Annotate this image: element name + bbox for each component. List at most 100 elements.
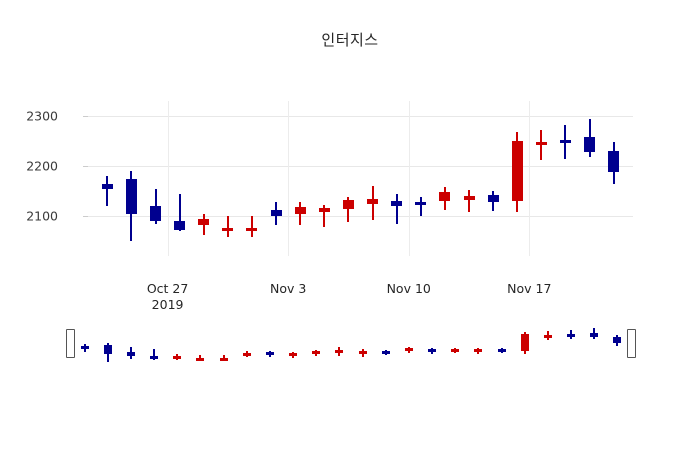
overview-candle-body bbox=[590, 333, 599, 338]
candlestick[interactable] bbox=[198, 101, 210, 256]
overview-candle-body bbox=[80, 346, 89, 350]
overview-candle-body bbox=[428, 349, 437, 353]
candlestick[interactable] bbox=[487, 101, 499, 256]
overview-candle-body bbox=[335, 350, 344, 354]
candlestick[interactable] bbox=[391, 101, 403, 256]
gridline-vertical bbox=[167, 101, 169, 256]
overview-candle-body bbox=[567, 334, 576, 338]
candle-wick bbox=[299, 202, 302, 225]
candlestick[interactable] bbox=[608, 101, 620, 256]
overview-candlestick bbox=[335, 325, 344, 365]
gridline-vertical bbox=[408, 101, 410, 256]
x-tick-date: Nov 17 bbox=[507, 281, 552, 296]
candle-body bbox=[584, 137, 596, 152]
candle-wick bbox=[347, 197, 350, 222]
range-slider-handle-right[interactable] bbox=[627, 329, 636, 358]
candlestick[interactable] bbox=[174, 101, 186, 256]
candle-body bbox=[511, 141, 523, 201]
candle-body bbox=[294, 207, 306, 214]
overview-candle-wick bbox=[153, 348, 156, 361]
overview-candlestick bbox=[126, 325, 135, 365]
overview-candlestick bbox=[428, 325, 437, 365]
candlestick[interactable] bbox=[342, 101, 354, 256]
candle-body bbox=[270, 210, 282, 216]
gridline-horizontal bbox=[88, 216, 633, 217]
candle-wick bbox=[323, 205, 326, 227]
candle-body bbox=[150, 206, 162, 221]
candle-body bbox=[608, 151, 620, 172]
candlestick[interactable] bbox=[318, 101, 330, 256]
candle-body bbox=[342, 200, 354, 209]
candlestick[interactable] bbox=[294, 101, 306, 256]
candlestick[interactable] bbox=[150, 101, 162, 256]
gridline-vertical bbox=[529, 101, 531, 256]
overview-candlestick bbox=[474, 325, 483, 365]
candlestick[interactable] bbox=[463, 101, 475, 256]
overview-candlestick bbox=[497, 325, 506, 365]
overview-candlestick bbox=[173, 325, 182, 365]
candle-body bbox=[487, 195, 499, 202]
x-tick-date: Nov 3 bbox=[269, 281, 307, 296]
overview-candlestick bbox=[219, 325, 228, 365]
y-tick-mark bbox=[83, 166, 88, 167]
candle-wick bbox=[106, 176, 109, 206]
overview-candlestick bbox=[242, 325, 251, 365]
candle-body bbox=[198, 218, 210, 225]
overview-candle-wick bbox=[222, 354, 225, 361]
overview-candle-body bbox=[265, 352, 274, 356]
overview-candlestick bbox=[103, 325, 112, 365]
candle-body bbox=[174, 221, 186, 230]
candlestick[interactable] bbox=[535, 101, 547, 256]
candlestick[interactable] bbox=[439, 101, 451, 256]
overview-candle-body bbox=[474, 349, 483, 353]
candlestick[interactable] bbox=[270, 101, 282, 256]
overview-candle-wick bbox=[199, 354, 202, 361]
x-tick-date: Nov 10 bbox=[386, 281, 431, 296]
overview-candlestick bbox=[451, 325, 460, 365]
overview-candle-body bbox=[404, 348, 413, 352]
candle-body bbox=[415, 202, 427, 205]
overview-candlestick bbox=[613, 325, 622, 365]
x-tick-date: Oct 27 bbox=[146, 281, 189, 296]
candlestick[interactable] bbox=[559, 101, 571, 256]
range-selector-overview[interactable] bbox=[66, 325, 636, 365]
candle-body bbox=[535, 142, 547, 145]
candle-body bbox=[222, 228, 234, 231]
y-axis-tick-label: 2300 bbox=[26, 108, 58, 124]
candle-wick bbox=[226, 216, 229, 237]
overview-candle-body bbox=[150, 356, 159, 360]
x-tick-year: 2019 bbox=[151, 297, 184, 312]
range-slider-handle-left[interactable] bbox=[66, 329, 75, 358]
overview-candlestick bbox=[567, 325, 576, 365]
overview-candlestick bbox=[289, 325, 298, 365]
overview-candle-body bbox=[497, 349, 506, 353]
candlestick[interactable] bbox=[125, 101, 137, 256]
candle-wick bbox=[540, 130, 543, 160]
candle-body bbox=[463, 196, 475, 200]
overview-candlestick bbox=[520, 325, 529, 365]
candlestick[interactable] bbox=[367, 101, 379, 256]
x-axis-tick-label: Nov 10 bbox=[387, 281, 431, 297]
candlestick[interactable] bbox=[246, 101, 258, 256]
overview-candlestick bbox=[381, 325, 390, 365]
gridline-vertical bbox=[288, 101, 290, 256]
candlestick[interactable] bbox=[101, 101, 113, 256]
candlestick[interactable] bbox=[511, 101, 523, 256]
candle-body bbox=[125, 178, 137, 214]
candlestick[interactable] bbox=[222, 101, 234, 256]
candlestick[interactable] bbox=[584, 101, 596, 256]
gridline-horizontal bbox=[88, 166, 633, 167]
overview-candlestick bbox=[265, 325, 274, 365]
candle-wick bbox=[395, 193, 398, 224]
y-tick-mark bbox=[83, 116, 88, 117]
overview-candle-body bbox=[451, 349, 460, 353]
overview-candle-body bbox=[242, 353, 251, 357]
overview-candle-body bbox=[381, 351, 390, 355]
overview-candle-body bbox=[520, 334, 529, 351]
candle-wick bbox=[419, 197, 422, 216]
overview-candlestick bbox=[358, 325, 367, 365]
overview-candle-body bbox=[103, 344, 112, 355]
y-tick-mark bbox=[83, 216, 88, 217]
candlestick[interactable] bbox=[415, 101, 427, 256]
